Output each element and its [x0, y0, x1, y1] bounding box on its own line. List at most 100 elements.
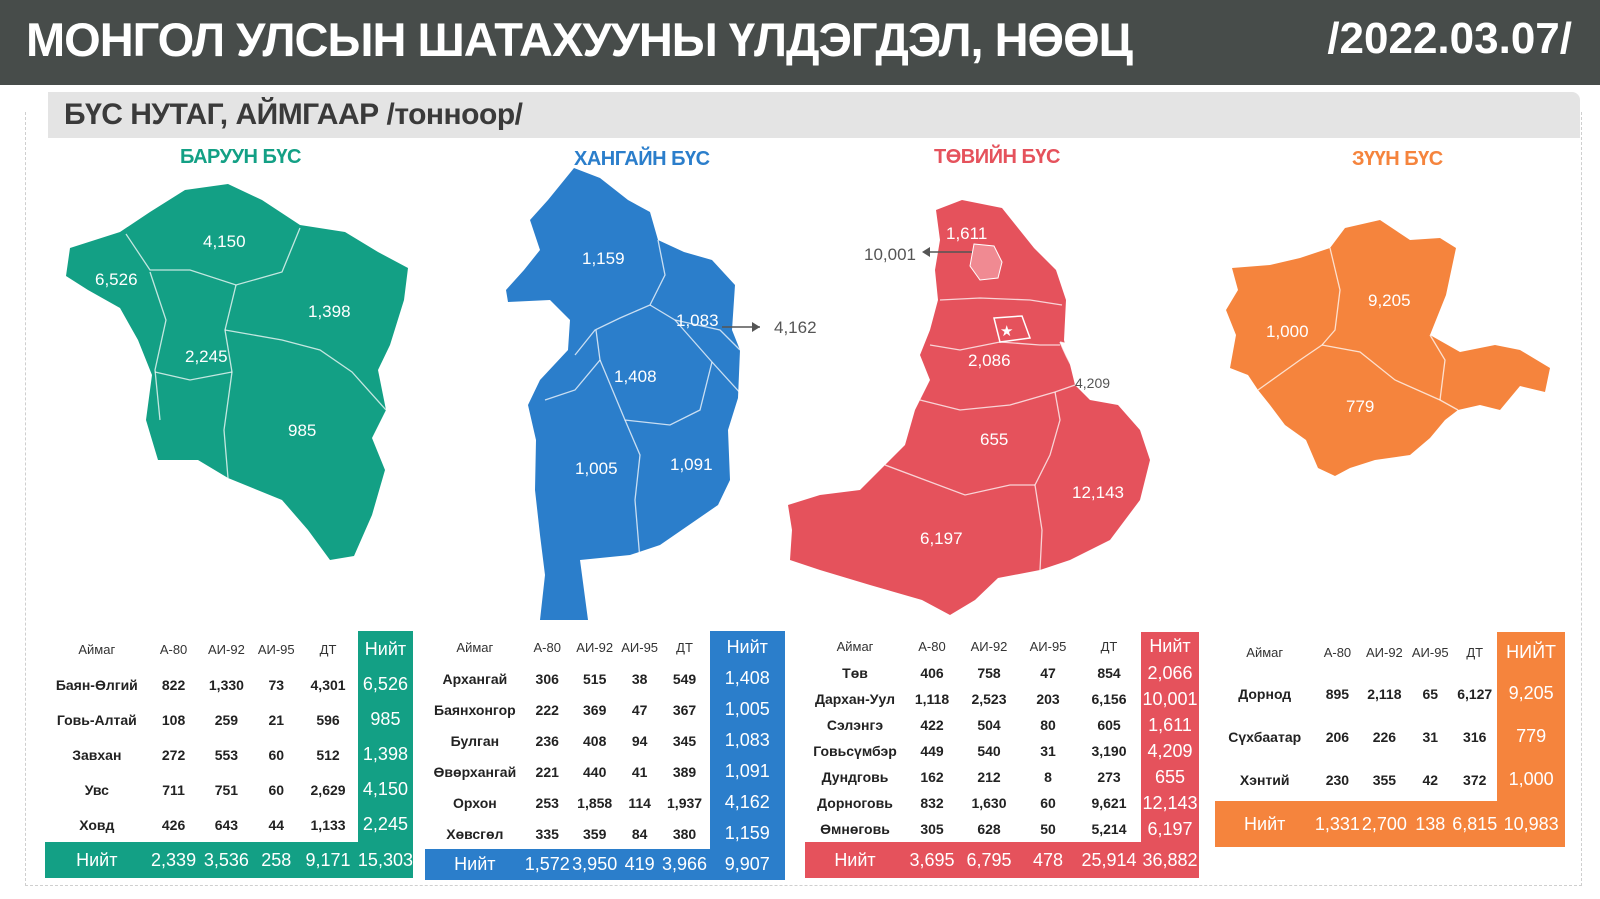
cell-value: 47 [1040, 665, 1056, 681]
cell-value: 316 [1463, 728, 1487, 745]
cell-value: 5,214 [1091, 821, 1127, 837]
cell-value: 272 [161, 746, 186, 763]
cell-total: 1,000 [1497, 758, 1565, 801]
cell-value: 553 [214, 746, 239, 763]
footer-value: 1,572 [524, 854, 570, 874]
table-row: Хэнтий 230 355 42 372 1,000 [1215, 758, 1565, 801]
footer-value: 25,914 [1081, 849, 1137, 870]
govisumber-cutout [1059, 341, 1101, 386]
footer-label: Нийт [454, 854, 496, 874]
cell-value: 426 [161, 816, 186, 833]
col-header-ai92: АИ-92 [970, 638, 1008, 654]
cell-value: 8 [1044, 769, 1052, 785]
map-label-tov: 2,086 [968, 351, 1011, 370]
page-title: МОНГОЛ УЛСЫН ШАТАХУУНЫ ҮЛДЭГДЭЛ, НӨӨЦ [26, 13, 1133, 66]
cell-value: 345 [672, 732, 697, 749]
cell-total: 1,091 [709, 756, 785, 787]
footer-value: 419 [624, 854, 655, 874]
cell-value: 6,156 [1091, 691, 1127, 707]
table-footer-row: Нийт 1,331 2,700 138 6,815 10,983 [1215, 801, 1565, 847]
footer-value: 258 [261, 849, 292, 870]
map-label-zavkhan: 1,398 [308, 302, 351, 321]
region-title-central: ТӨВИЙН БҮС [934, 146, 1060, 168]
table-row: Ховд 426 643 44 1,133 2,245 [45, 807, 413, 842]
map-label-sukhbaatar: 779 [1346, 397, 1374, 416]
cell-value: 832 [920, 795, 944, 811]
cell-value: 1,133 [310, 816, 346, 833]
table-row: Булган 236 408 94 345 1,083 [425, 725, 785, 756]
table-khangai: Аймаг А-80 АИ-92 АИ-95 ДТ Нийт Архангай … [425, 631, 785, 880]
cell-value: 711 [162, 781, 185, 798]
map-callout-darkhan: 10,001 [864, 245, 916, 264]
cell-value: 540 [977, 743, 1001, 759]
footer-total: 10,983 [1503, 813, 1559, 834]
cell-value: 1,118 [914, 691, 950, 707]
map-label-omnogovi: 6,197 [920, 529, 963, 548]
region-title-east: ЗҮҮН БҮС [1352, 148, 1443, 170]
region-title-khangai: ХАНГАЙН БҮС [574, 148, 710, 170]
map-label-uvs: 4,150 [203, 232, 246, 251]
table-footer-row: Нийт 2,339 3,536 258 9,171 15,303 [45, 842, 413, 878]
cell-value: 335 [535, 825, 559, 842]
cell-total: 9,205 [1497, 672, 1565, 715]
cell-value: 440 [583, 763, 607, 780]
cell-value: 422 [920, 717, 944, 733]
cell-value: 80 [1040, 717, 1056, 733]
cell-aimag: Архангай [442, 670, 508, 687]
cell-aimag: Баянхонгор [434, 701, 516, 718]
cell-total: 2,245 [357, 807, 413, 842]
footer-value: 6,795 [966, 849, 1012, 870]
cell-value: 9,621 [1091, 795, 1127, 811]
col-header-a80: А-80 [918, 638, 946, 654]
cell-value: 305 [920, 821, 944, 837]
cell-value: 512 [316, 746, 340, 763]
cell-value: 44 [268, 816, 285, 833]
cell-aimag: Хөвсгөл [446, 825, 504, 842]
map-label-khovd: 2,245 [185, 347, 228, 366]
cell-value: 203 [1036, 691, 1060, 707]
cell-total: 4,162 [709, 787, 785, 818]
ulaanbaatar-area [993, 315, 1032, 343]
cell-total: 1,408 [709, 663, 785, 694]
arrow-right-icon [752, 322, 760, 332]
col-header-aimag: Аймаг [836, 638, 874, 654]
cell-value: 38 [631, 670, 648, 687]
cell-value: 895 [1325, 685, 1350, 702]
cell-aimag: Булган [450, 732, 500, 749]
cell-aimag: Говь-Алтай [56, 711, 137, 728]
cell-aimag: Дундговь [821, 769, 889, 785]
cell-value: 221 [535, 763, 559, 780]
footer-value: 1,331 [1314, 813, 1360, 834]
cell-value: 758 [977, 665, 1001, 681]
cell-total: 12,143 [1141, 790, 1199, 816]
table-row: Сүхбаатар 206 226 31 316 779 [1215, 715, 1565, 758]
report-date: /2022.03.07/ [1327, 14, 1572, 63]
cell-total: 10,001 [1141, 686, 1199, 712]
col-header-ai95: АИ-95 [621, 639, 659, 655]
map-callout-govisumber: 4,209 [1075, 375, 1110, 391]
cell-value: 628 [977, 821, 1001, 837]
cell-total: 655 [1141, 764, 1199, 790]
cell-value: 94 [631, 732, 648, 749]
table-row: Говь-Алтай 108 259 21 596 985 [45, 702, 413, 737]
col-header-aimag: Аймаг [456, 639, 494, 655]
cell-value: 114 [628, 794, 651, 811]
footer-value: 9,171 [305, 849, 351, 870]
cell-aimag: Ховд [79, 816, 115, 833]
col-header-aimag: Аймаг [1246, 644, 1284, 660]
cell-value: 549 [672, 670, 697, 687]
region-title-west: БАРУУН БҮС [180, 146, 301, 168]
footer-value: 3,536 [203, 849, 249, 870]
map-central: ★ 1,611 2,086 655 12,143 6,197 10,001 4,… [788, 200, 1150, 615]
col-header-aimag: Аймаг [78, 641, 116, 657]
table-row: Увс 711 751 60 2,629 4,150 [45, 772, 413, 807]
cell-value: 21 [268, 711, 285, 728]
cell-value: 643 [214, 816, 239, 833]
cell-value: 359 [583, 825, 607, 842]
table-row: Дорнод 895 2,118 65 6,127 9,205 [1215, 672, 1565, 715]
content-frame [25, 112, 1582, 886]
col-header-total: НИЙТ [1497, 632, 1565, 672]
cell-value: 6,127 [1457, 685, 1493, 702]
